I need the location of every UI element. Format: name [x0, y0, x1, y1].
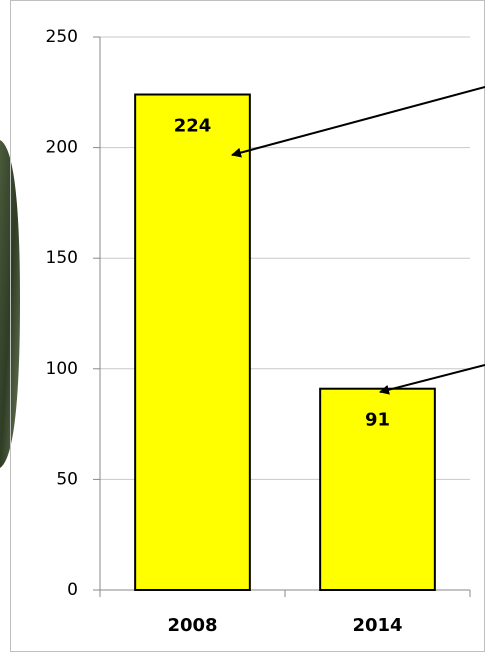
bar [134, 93, 251, 592]
arrow [231, 86, 485, 158]
x-tick-label: 2014 [352, 615, 402, 636]
y-tick-label: 0 [67, 580, 78, 600]
y-tick-label: 150 [46, 248, 78, 268]
arrow [379, 364, 485, 395]
y-tick-label: 200 [46, 138, 78, 158]
x-tick-label: 2008 [167, 615, 217, 636]
bar [319, 387, 436, 592]
y-tick-label: 250 [46, 27, 78, 47]
data-label: 224 [174, 116, 212, 137]
data-label: 91 [365, 410, 390, 431]
y-tick-label: 50 [56, 469, 78, 489]
plot: 0 50 100 150 200 250 2008 224 2014 91 [46, 27, 471, 636]
y-tick-label: 100 [46, 359, 78, 379]
